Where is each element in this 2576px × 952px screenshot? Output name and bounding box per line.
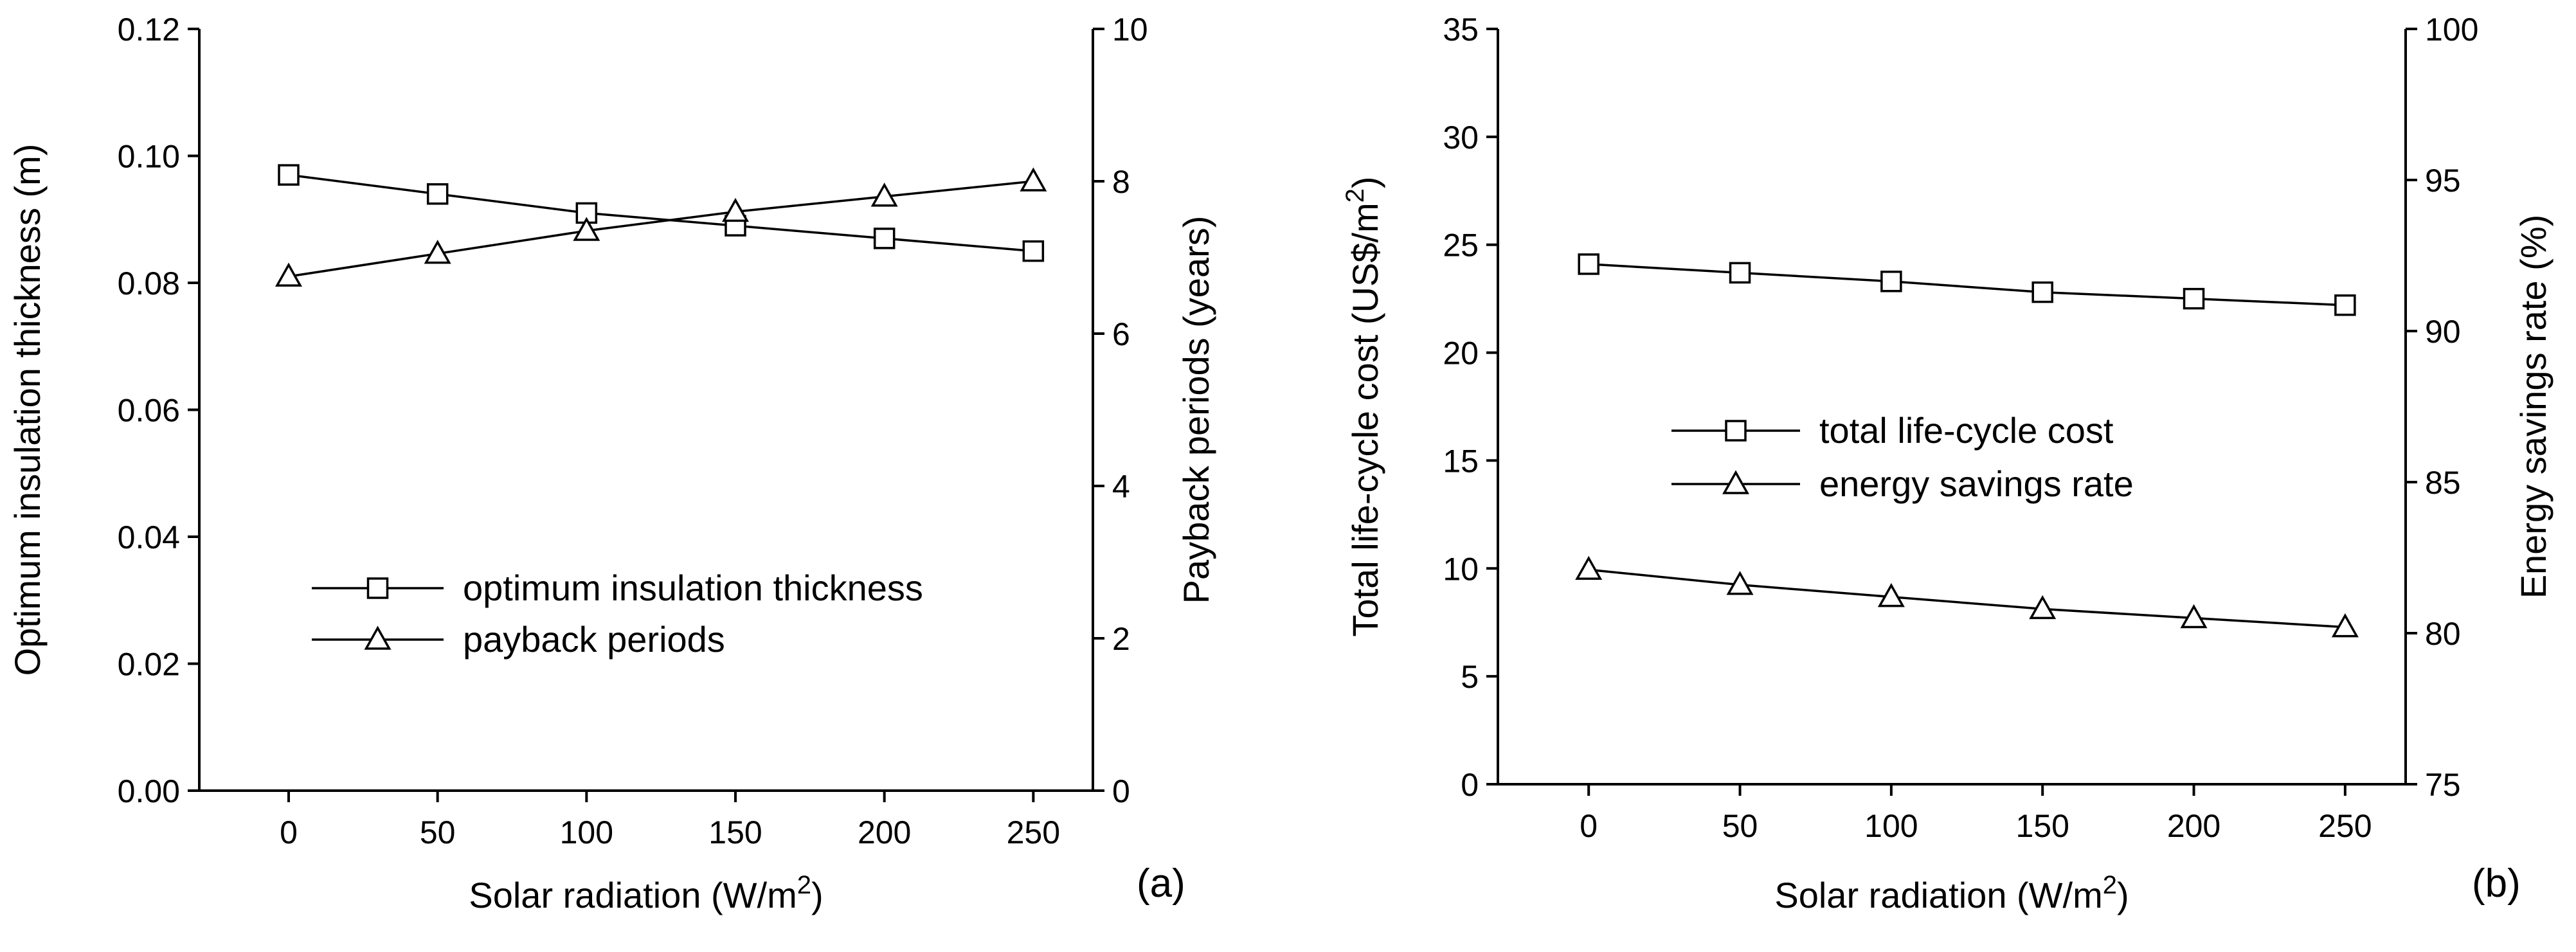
legend-label: total life-cycle cost	[1819, 410, 2114, 451]
x-tick-label: 250	[1007, 814, 1060, 850]
y-left-tick-label: 0	[1461, 767, 1479, 803]
y-right-tick-label: 8	[1112, 164, 1130, 200]
series-line	[288, 180, 1034, 278]
y-left-tick-label: 0.10	[118, 139, 180, 175]
y-left-tick-label: 5	[1461, 659, 1479, 695]
x-tick-label: 250	[2318, 808, 2372, 844]
series-line	[1589, 263, 2345, 307]
x-tick-label: 150	[708, 814, 762, 850]
legend: total life-cycle cost energy savings rate	[1671, 410, 2134, 504]
x-tick-label: 100	[560, 814, 613, 850]
data-point-triangle	[275, 262, 302, 287]
panel-label: (a)	[1137, 861, 1185, 906]
data-point-triangle	[2180, 604, 2208, 629]
data-point-square	[2183, 287, 2205, 310]
y-right-tick-label: 4	[1112, 469, 1130, 505]
y-axis-right-title: Energy savings rate (%)	[2513, 215, 2553, 599]
legend-label: energy savings rate	[1819, 463, 2134, 504]
data-point-square	[1725, 420, 1747, 442]
data-point-square	[1729, 262, 1751, 284]
data-point-square	[426, 183, 449, 205]
y-left-tick-label: 0.06	[118, 393, 180, 429]
legend-label: optimum insulation thickness	[463, 568, 923, 608]
x-tick-label: 100	[1864, 808, 1918, 844]
data-point-triangle	[364, 625, 392, 650]
y-right-tick-label: 75	[2425, 767, 2461, 803]
y-left-tick-label: 35	[1443, 12, 1479, 48]
data-point-triangle	[424, 240, 451, 264]
data-point-triangle	[1726, 571, 1754, 595]
data-point-triangle	[1575, 555, 1603, 580]
y-right-tick-label: 6	[1112, 316, 1130, 352]
y-right-tick-label: 85	[2425, 465, 2461, 501]
data-point-triangle	[573, 217, 600, 241]
data-point-triangle	[1877, 583, 1905, 607]
y-left-tick-label: 0.02	[118, 647, 180, 683]
chart-panel-b: 0 50 100 150 200 250 0 5 10 15 20 25 30 35 75 80 85 90 95 1…	[1341, 12, 2553, 915]
y-left-tick-label: 15	[1443, 443, 1479, 479]
series-energy-savings-rate	[1575, 555, 2359, 638]
y-axis-right-title: Payback periods (years)	[1176, 216, 1216, 604]
data-point-square	[278, 164, 300, 186]
series-payback-periods	[275, 167, 1047, 287]
y-left-tick-label: 0.12	[118, 12, 180, 48]
x-tick-label: 200	[2167, 808, 2220, 844]
x-tick-label: 50	[1722, 808, 1758, 844]
data-point-triangle	[722, 197, 749, 222]
data-point-triangle	[1722, 470, 1749, 494]
chart-panel-a: 0 50 100 150 200 2500.000.020.040.060.080.100…	[7, 12, 1216, 915]
y-axis-left-title: Optimum insulation thickness (m)	[7, 144, 48, 676]
legend: optimum insulation thickness payback peri…	[312, 568, 923, 660]
y-right-tick-label: 90	[2425, 314, 2461, 350]
data-point-triangle	[870, 183, 898, 207]
x-tick-label: 0	[280, 814, 298, 850]
y-right-tick-label: 10	[1112, 12, 1148, 48]
x-tick-label: 0	[1580, 808, 1598, 844]
y-right-tick-label: 100	[2425, 12, 2478, 48]
data-point-square	[873, 228, 896, 249]
y-right-tick-label: 95	[2425, 163, 2461, 199]
x-axis-title: Solar radiation (W/m2)	[469, 871, 823, 915]
y-left-tick-label: 10	[1443, 551, 1479, 587]
y-left-tick-label: 20	[1443, 336, 1479, 372]
series-line	[288, 174, 1034, 253]
data-point-triangle	[2029, 595, 2057, 620]
x-tick-label: 50	[420, 814, 456, 850]
y-left-tick-label: 0.04	[118, 519, 180, 555]
data-point-triangle	[1020, 167, 1047, 192]
y-right-tick-label: 2	[1112, 621, 1130, 657]
data-point-square	[2031, 281, 2053, 303]
y-left-tick-label: 0.00	[118, 773, 180, 809]
y-right-tick-label: 80	[2425, 616, 2461, 652]
y-left-tick-label: 25	[1443, 228, 1479, 264]
y-right-tick-label: 0	[1112, 773, 1130, 809]
x-tick-label: 150	[2015, 808, 2069, 844]
series-line	[1589, 568, 2345, 629]
data-point-square	[1578, 253, 1599, 275]
y-axis-left-title: Total life-cycle cost (US$/m2)	[1341, 176, 1385, 636]
x-tick-label: 200	[858, 814, 911, 850]
series-total-life-cycle-cost	[1578, 253, 2356, 316]
x-axis-title: Solar radiation (W/m2)	[1774, 871, 2129, 915]
data-point-square	[1880, 271, 1902, 292]
y-left-tick-label: 30	[1443, 120, 1479, 156]
data-point-square	[1022, 240, 1045, 262]
data-point-square	[2334, 294, 2356, 316]
y-left-tick-label: 0.08	[118, 265, 180, 301]
panel-label: (b)	[2472, 861, 2521, 906]
data-point-triangle	[2331, 613, 2359, 638]
legend-label: payback periods	[463, 619, 725, 660]
data-point-square	[366, 577, 389, 599]
